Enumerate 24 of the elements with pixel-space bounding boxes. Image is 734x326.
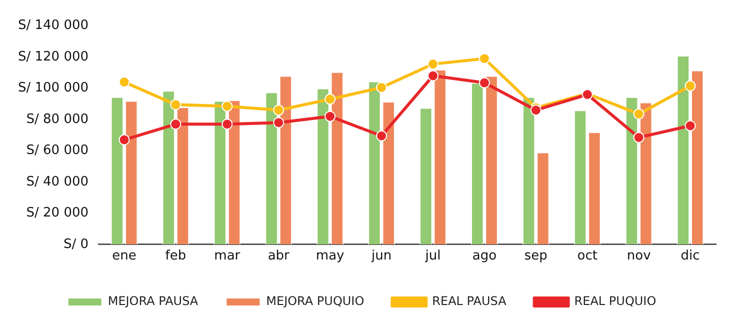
x-tick-label: mar	[214, 248, 241, 264]
x-tick-label: feb	[165, 248, 186, 264]
y-tick-label: S/ 20 000	[26, 206, 89, 221]
legend-label: REAL PUQUIO	[574, 294, 656, 308]
x-tick-label: ene	[112, 248, 136, 264]
x-tick-label: may	[316, 248, 345, 264]
y-tick-label: S/ 80 000	[26, 112, 89, 127]
x-tick-label: dic	[680, 248, 700, 264]
x-tick-label: ago	[472, 248, 497, 264]
x-tick-label: jun	[370, 248, 392, 264]
y-tick-label: S/ 140 000	[18, 18, 89, 34]
y-tick-label: S/ 100 000	[18, 80, 89, 96]
y-tick-label: S/ 60 000	[26, 143, 89, 158]
legend-label: REAL PAUSA	[432, 294, 508, 308]
x-tick-label: sep	[524, 248, 548, 264]
y-tick-label: S/ 40 000	[26, 174, 89, 190]
y-tick-label: S/ 0	[63, 236, 89, 252]
legend-label: MEJORA PAUSA	[108, 294, 199, 308]
x-tick-label: jul	[424, 248, 441, 264]
y-tick-label: S/ 120 000	[18, 49, 89, 64]
x-tick-label: abr	[268, 248, 290, 264]
x-tick-label: nov	[626, 248, 652, 264]
legend-label: MEJORA PUQUIO	[266, 294, 364, 308]
x-tick-label: oct	[577, 248, 598, 264]
